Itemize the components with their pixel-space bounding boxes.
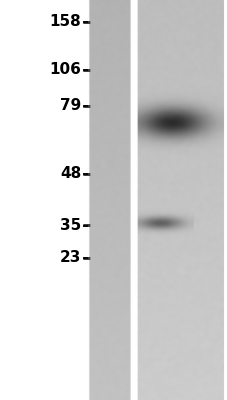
- Text: 106: 106: [49, 62, 81, 78]
- Text: 23: 23: [60, 250, 81, 266]
- Text: 48: 48: [60, 166, 81, 182]
- Text: 158: 158: [49, 14, 81, 30]
- Text: 79: 79: [60, 98, 81, 114]
- Text: 35: 35: [60, 218, 81, 234]
